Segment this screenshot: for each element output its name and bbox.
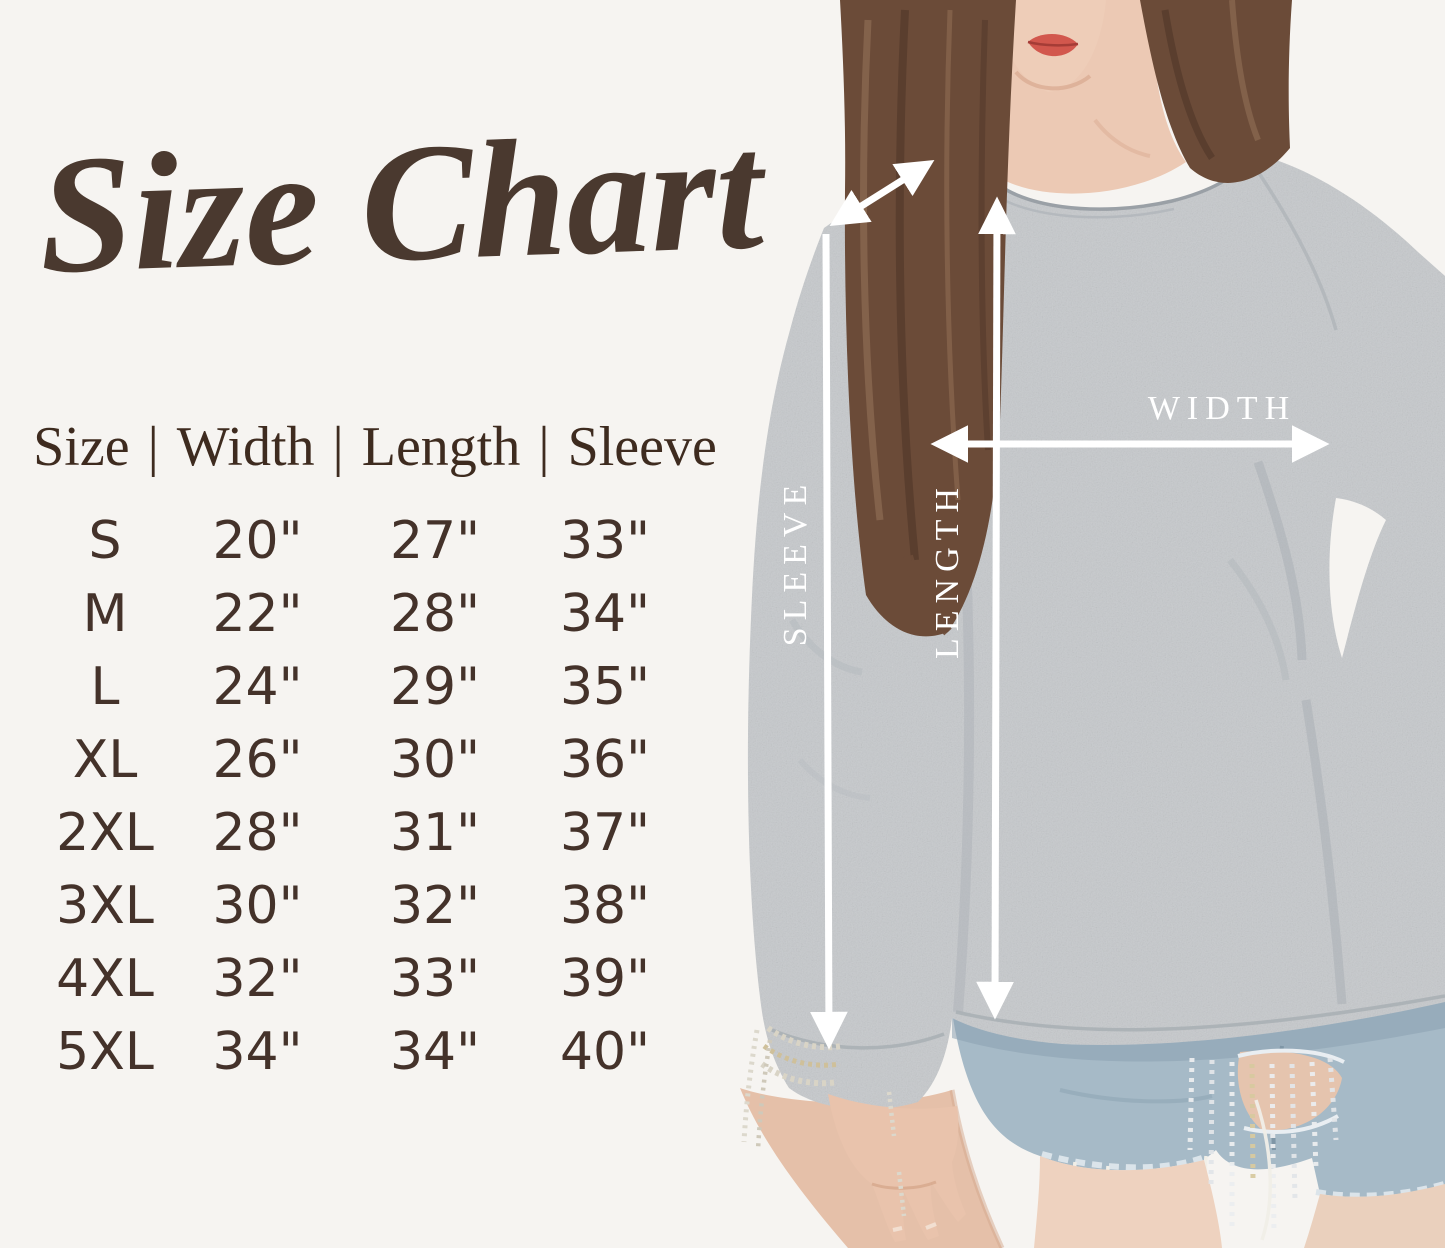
table-cell: 39" [559,948,651,1009]
table-cell: XL [72,729,138,790]
table-cell: 37" [559,802,651,863]
table-cell: 40" [559,1021,651,1082]
table-cell: 24" [212,656,303,717]
table-cell: 3XL [56,875,154,936]
table-cell: S [88,510,122,571]
header-sleeve: Sleeve [567,416,717,478]
table-cell: 34" [389,1021,481,1082]
measurement-overlay [809,159,1330,1050]
table-cell: 28" [212,802,303,863]
product-photo: WIDTH LENGTH SLEEVE [690,0,1445,1248]
model-hand [741,1025,966,1242]
table-cell: 26" [212,729,303,790]
table-cell: 29" [389,656,481,717]
table-cell: 2XL [56,802,154,863]
table-cell: 4XL [56,948,154,1009]
table-cell: 34" [559,583,651,644]
hair [840,0,1292,637]
length-arrow [976,196,1016,1020]
width-label: WIDTH [1148,390,1296,427]
header-length: Length [361,416,521,478]
table-cell: M [82,583,128,644]
sleeve-label: SLEEVE [777,478,814,647]
table-cell: 38" [559,875,651,936]
table-cell: 32" [212,948,303,1009]
size-table-header: Size | Width | Length | Sleeve [30,414,720,480]
header-separator: | [147,416,159,478]
table-cell: 33" [559,510,651,571]
table-cell: L [90,656,120,717]
table-cell: 27" [389,510,481,571]
header-separator: | [538,416,550,478]
table-cell: 30" [389,729,481,790]
table-cell: 31" [389,802,481,863]
sweatshirt [747,153,1445,1110]
table-cell: 32" [389,875,481,936]
rhinestone-fringe [1187,1057,1339,1241]
table-cell: 28" [389,583,481,644]
sleeve-arrow [809,159,935,1050]
length-label: LENGTH [929,481,966,659]
table-cell: 34" [212,1021,303,1082]
size-table: S 20" 27" 33" M 22" 28" 34" L 24" 29" 35… [45,504,690,1088]
table-cell: 22" [212,583,303,644]
model-face-neck [988,0,1186,194]
table-cell: 30" [212,875,303,936]
header-size: Size [33,416,130,478]
table-cell: 20" [212,510,303,571]
table-cell: 35" [559,656,651,717]
table-cell: 33" [389,948,481,1009]
header-separator: | [332,416,344,478]
header-width: Width [176,416,315,478]
table-cell: 5XL [56,1021,154,1082]
table-cell: 36" [559,729,651,790]
